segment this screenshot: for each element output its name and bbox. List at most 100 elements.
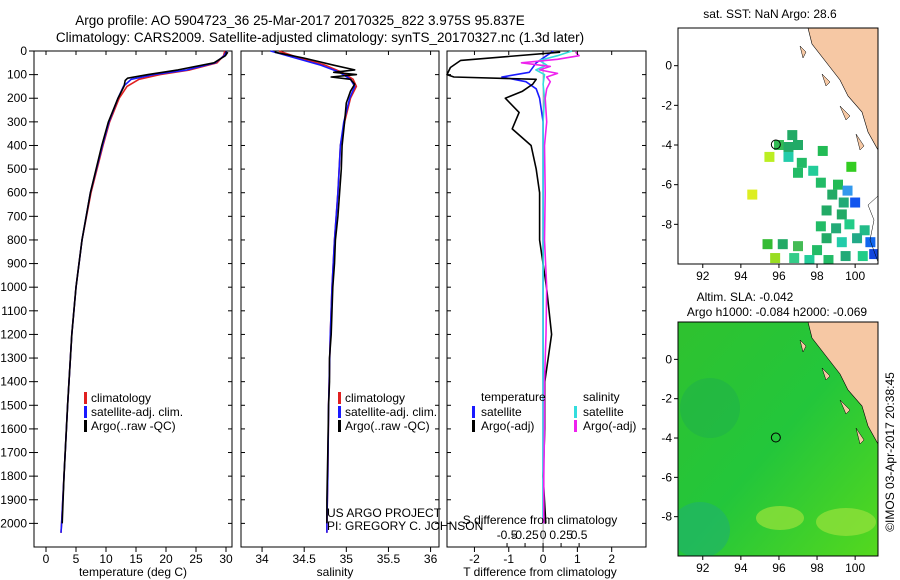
sst-map-ytick-label: -6 — [661, 178, 672, 192]
sst-cell — [833, 179, 843, 190]
sst-cell — [821, 233, 832, 244]
sst-map-ytick-label: -4 — [661, 138, 672, 152]
pi-annotation: PI: GREGORY C. JOHNSON — [327, 519, 483, 533]
argo-position-marker — [770, 139, 781, 150]
sst-cell — [783, 151, 794, 162]
legend-label-climatology: climatology — [91, 391, 151, 405]
temperature-xlabel: temperature (deg C) — [79, 565, 187, 579]
temperature-xtick-label: 0 — [43, 552, 50, 566]
sst-cell — [846, 161, 857, 172]
sla-map-xtick-label: 96 — [772, 561, 786, 575]
legend-swatch-climatology — [84, 392, 87, 404]
depth-tick-label: 500 — [7, 162, 27, 176]
depth-tick-label: 100 — [7, 68, 27, 82]
legend-swatch-temp-satellite — [472, 406, 475, 418]
temperature-panel: 0100200300400500600700800900100011001200… — [0, 44, 233, 579]
temperature-xtick-label: 10 — [99, 552, 113, 566]
sla-anomaly-patch — [816, 508, 876, 536]
temperature-series-satellite-adj-clim — [60, 50, 228, 533]
sla-map-xtick-label: 92 — [696, 561, 710, 575]
sst-cell — [859, 225, 870, 236]
sst-cell — [777, 239, 788, 250]
depth-tick-label: 600 — [7, 186, 27, 200]
s-difference-tick-label: -0.25 — [511, 528, 539, 542]
sla-anomaly-patch — [756, 506, 804, 530]
depth-tick-label: 800 — [7, 233, 27, 247]
sla-map-ytick-label: -8 — [661, 510, 672, 524]
legend-swatch-argo — [84, 420, 87, 432]
sst-map-xtick-label: 100 — [845, 269, 865, 283]
sst-cell — [817, 145, 828, 156]
sst-map-panel: sat. SST: NaN Argo: 28.6 92 94 96 98 100 -8 -… — [661, 7, 879, 283]
depth-tick-label: 200 — [7, 91, 27, 105]
legend-swatch-sal-argo — [574, 420, 577, 432]
sst-map-frame — [677, 27, 879, 265]
legend-title-salinity: salinity — [583, 390, 620, 404]
salinity-legend: climatology satellite-adj. clim. Argo(..… — [338, 391, 437, 433]
sst-cell — [831, 223, 842, 234]
sla-map-title-2: Argo h1000: -0.084 h2000: -0.069 — [687, 305, 867, 319]
sla-map-ytick-label: -2 — [661, 392, 672, 406]
legend-label-sal-argo: Argo(-adj) — [583, 419, 636, 433]
sst-cell — [827, 189, 838, 200]
depth-tick-label: 1700 — [0, 446, 27, 460]
salinity-xtick-label: 34 — [255, 552, 269, 566]
temperature-axes-frame — [33, 50, 233, 548]
sst-cell — [852, 233, 863, 244]
legend-title-temperature: temperature — [481, 390, 546, 404]
legend-label-satellite: satellite-adj. clim. — [345, 405, 437, 419]
temperature-legend: climatology satellite-adj. clim. Argo(..… — [84, 391, 183, 433]
sst-map-ytick-label: -2 — [661, 98, 672, 112]
legend-swatch-temp-argo — [472, 420, 475, 432]
sst-cell — [770, 253, 781, 264]
depth-tick-label: 1600 — [0, 422, 27, 436]
sst-cell — [804, 255, 815, 264]
sst-cell — [857, 251, 868, 262]
sst-map-ytick-label: 0 — [665, 59, 672, 73]
sst-cell — [815, 221, 826, 232]
difference-xtick-label: 1 — [574, 552, 581, 566]
difference-series-salinity-argo-adj — [520, 51, 580, 524]
sla-map-ytick-label: -6 — [661, 470, 672, 484]
land-coastline-east — [867, 195, 878, 263]
sst-cell — [823, 255, 834, 264]
sst-cell — [747, 189, 758, 200]
sst-cell — [838, 197, 849, 208]
salinity-series-argo-raw-qc — [274, 51, 358, 524]
depth-tick-label: 2000 — [0, 516, 27, 530]
depth-tick-label: 1400 — [0, 375, 27, 389]
s-difference-tick-label: -0.5 — [497, 528, 518, 542]
difference-series-temperature-satellite — [501, 50, 554, 524]
sst-cell — [808, 165, 819, 176]
salinity-xtick-label: 35.5 — [377, 552, 401, 566]
sst-map-xtick-label: 98 — [810, 269, 824, 283]
sst-cell — [789, 253, 800, 264]
salinity-xlabel: salinity — [317, 565, 354, 579]
sst-cell — [793, 167, 803, 178]
s-difference-tick-label: 0 — [540, 528, 547, 542]
salinity-panel: 34 34.5 35 35.5 36 salinity climatology sate… — [240, 50, 483, 579]
legend-label-temp-satellite: satellite — [481, 405, 522, 419]
difference-xtick-label: 0 — [540, 552, 547, 566]
difference-xtick-label: -2 — [469, 552, 480, 566]
sst-cell — [850, 197, 861, 208]
sst-cell — [815, 177, 826, 188]
sst-map-xtick-label: 96 — [772, 269, 786, 283]
sla-map-xtick-label: 98 — [810, 561, 824, 575]
temperature-series-climatology — [60, 50, 226, 533]
temperature-xtick-label: 30 — [219, 552, 233, 566]
temperature-xtick-label: 15 — [129, 552, 143, 566]
legend-label-argo: Argo(..raw -QC) — [345, 419, 430, 433]
legend-label-satellite: satellite-adj. clim. — [91, 405, 183, 419]
difference-xtick-label: 2 — [608, 552, 615, 566]
depth-tick-label: 700 — [7, 209, 27, 223]
sst-cell — [865, 237, 876, 248]
s-difference-label: S difference from climatology — [463, 513, 618, 527]
salinity-xtick-label: 34.5 — [293, 552, 317, 566]
land-mass — [807, 28, 878, 151]
sst-cell — [793, 140, 803, 151]
depth-tick-label: 1000 — [0, 280, 27, 294]
sst-cell — [869, 249, 878, 260]
sst-map-title: sat. SST: NaN Argo: 28.6 — [703, 7, 837, 21]
